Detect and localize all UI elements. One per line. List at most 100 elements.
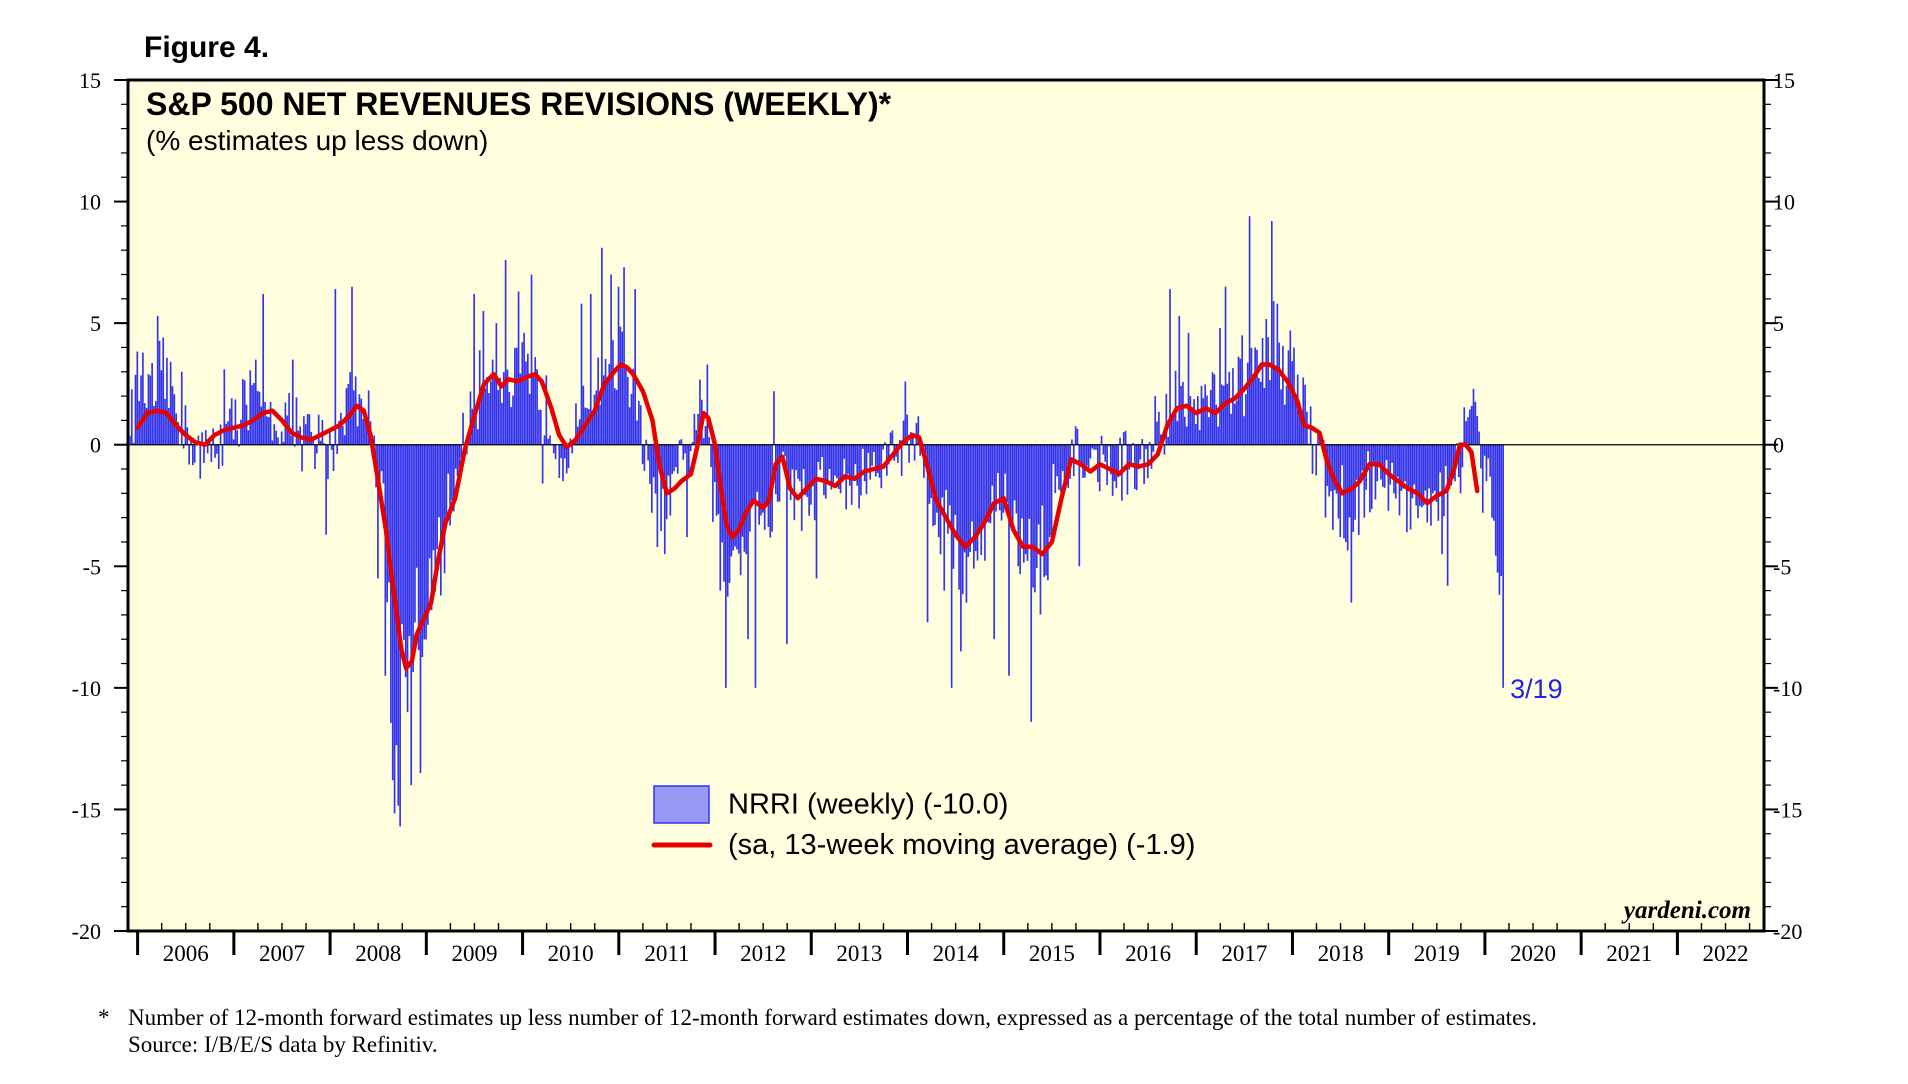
- nrri-bar: [391, 444, 394, 781]
- nrri-bar: [291, 359, 294, 445]
- nrri-bar: [634, 289, 636, 445]
- nrri-bar: [1298, 402, 1301, 445]
- nrri-bar: [1496, 444, 1499, 573]
- nrri-bar: [1437, 444, 1440, 521]
- nrri-bar: [725, 444, 727, 688]
- nrri-bar: [604, 358, 607, 445]
- nrri-bar: [1243, 416, 1245, 445]
- nrri-bar: [1356, 444, 1358, 480]
- nrri-bar: [819, 444, 822, 470]
- nrri-bar: [1498, 444, 1501, 595]
- x-tick-label-year: 2022: [1703, 941, 1749, 966]
- nrri-bar: [210, 444, 213, 463]
- nrri-bar: [267, 417, 270, 445]
- nrri-bar: [280, 431, 283, 445]
- nrri-bar: [612, 340, 614, 445]
- nrri-bar: [499, 377, 501, 445]
- nrri-bar: [1176, 421, 1179, 445]
- nrri-bar: [680, 439, 683, 445]
- y-tick-label-left: -5: [83, 554, 101, 579]
- nrri-bar: [414, 444, 416, 623]
- nrri-bar: [882, 444, 884, 450]
- nrri-bar: [626, 376, 629, 445]
- nrri-bar: [797, 444, 799, 479]
- nrri-bar: [1337, 444, 1340, 519]
- nrri-bar: [1015, 444, 1018, 514]
- nrri-bar: [1154, 396, 1157, 445]
- nrri-bar: [1374, 444, 1377, 500]
- nrri-bar: [1444, 444, 1447, 466]
- nrri-bar: [660, 444, 662, 531]
- nrri-bar: [1183, 416, 1186, 445]
- nrri-bar: [427, 444, 429, 625]
- nrri-bar: [750, 444, 753, 504]
- nrri-bar: [1389, 444, 1392, 485]
- nrri-bar: [182, 444, 185, 449]
- nrri-bar: [404, 444, 407, 678]
- nrri-bar: [1182, 382, 1184, 445]
- nrri-bar: [167, 407, 170, 445]
- nrri-bar: [1180, 385, 1182, 445]
- nrri-bar: [1383, 444, 1386, 488]
- nrri-bar: [136, 351, 139, 445]
- nrri-bar: [1258, 377, 1260, 445]
- nrri-bar: [1411, 444, 1414, 499]
- nrri-bar: [334, 289, 337, 445]
- nrri-bar: [151, 363, 153, 445]
- nrri-bar: [1363, 444, 1366, 518]
- nrri-bar: [1467, 417, 1469, 445]
- nrri-bar: [1443, 444, 1445, 517]
- nrri-bar: [647, 444, 649, 461]
- nrri-bar: [517, 291, 520, 445]
- nrri-bar: [365, 419, 368, 445]
- nrri-bar: [991, 444, 994, 486]
- nrri-bar: [924, 444, 927, 455]
- nrri-bar: [197, 435, 200, 445]
- nrri-bar: [1439, 444, 1442, 473]
- nrri-bar: [262, 293, 265, 445]
- nrri-bar: [560, 444, 562, 459]
- nrri-bar: [1202, 398, 1205, 445]
- nrri-bar: [582, 385, 585, 445]
- nrri-bar: [808, 444, 810, 516]
- nrri-bar: [1391, 444, 1393, 463]
- nrri-bar: [787, 444, 790, 483]
- nrri-bar: [328, 430, 331, 445]
- nrri-bar: [327, 444, 329, 480]
- nrri-bar: [1481, 444, 1484, 513]
- nrri-bar: [356, 426, 359, 445]
- nrri-bar: [388, 444, 390, 583]
- nrri-bar: [795, 444, 798, 471]
- nrri-bar: [1470, 405, 1473, 445]
- nrri-bar: [1215, 404, 1218, 445]
- nrri-bar: [1441, 444, 1443, 555]
- nrri-bar: [1021, 444, 1023, 519]
- nrri-bar: [595, 390, 598, 445]
- nrri-bar: [728, 444, 731, 583]
- y-tick-label-right: -10: [1773, 676, 1802, 701]
- nrri-bar: [876, 444, 879, 473]
- nrri-bar: [1280, 389, 1282, 445]
- nrri-bar: [536, 369, 538, 445]
- nrri-bar: [1102, 444, 1105, 455]
- nrri-bar: [1378, 444, 1380, 463]
- nrri-bar: [954, 444, 957, 515]
- nrri-bar: [1302, 377, 1305, 445]
- nrri-bar: [689, 444, 692, 451]
- nrri-bar: [1457, 444, 1460, 478]
- nrri-bar: [203, 444, 205, 463]
- nrri-bar: [1315, 444, 1318, 476]
- nrri-bar: [367, 390, 370, 445]
- nrri-bar: [1141, 438, 1144, 445]
- nrri-bar: [1267, 337, 1269, 445]
- nrri-bar: [1413, 444, 1416, 485]
- nrri-bar: [786, 444, 788, 645]
- y-tick-label-left: -15: [72, 797, 101, 822]
- nrri-bar: [180, 371, 183, 445]
- nrri-bar: [223, 369, 226, 445]
- nrri-bar: [1291, 361, 1293, 445]
- nrri-bar: [608, 363, 611, 445]
- nrri-bar: [1404, 444, 1406, 482]
- nrri-bar: [1189, 396, 1192, 445]
- nrri-bar: [1304, 384, 1306, 445]
